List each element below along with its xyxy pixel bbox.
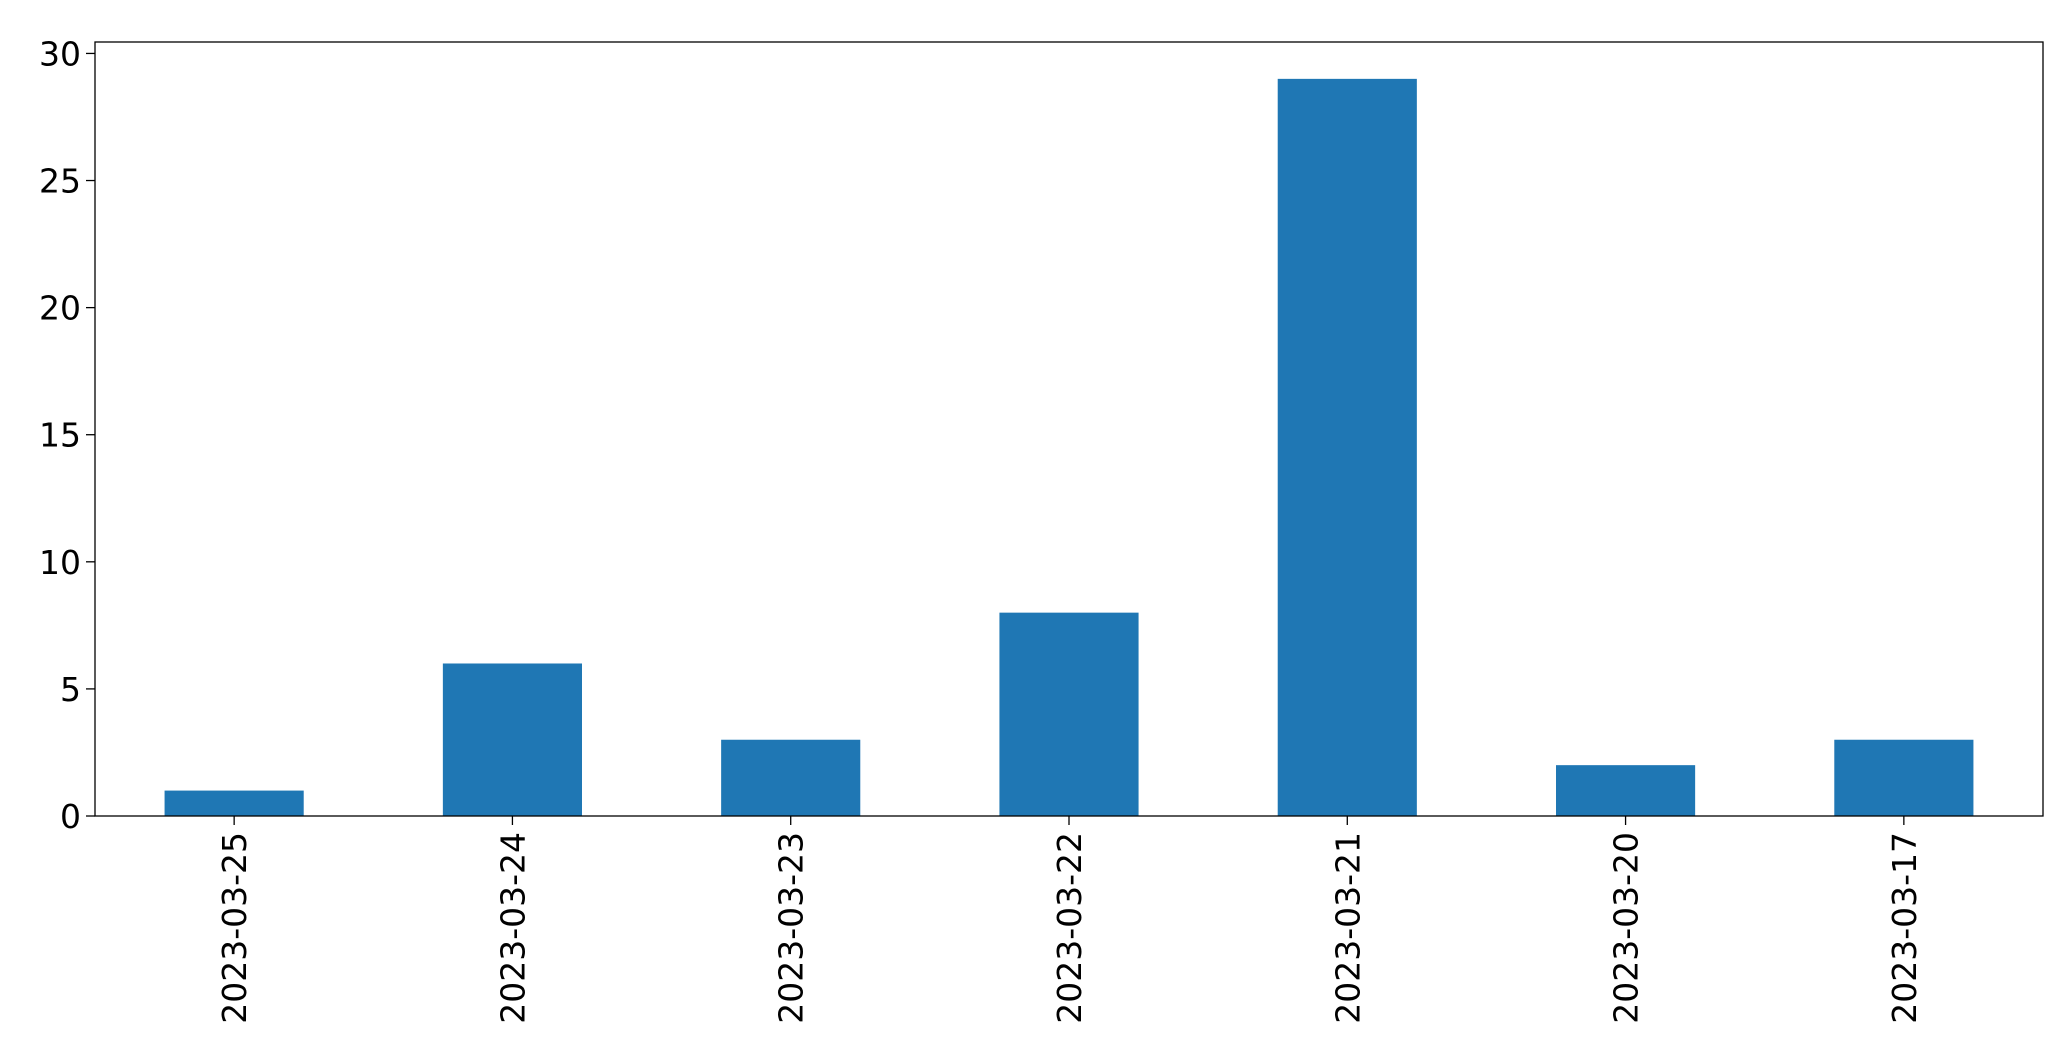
bar-2023-03-22 — [999, 612, 1139, 816]
bars-group — [164, 78, 1974, 817]
x-tick-label: 2023-03-17 — [1885, 832, 1924, 1024]
bar-2023-03-20 — [1556, 765, 1696, 816]
y-tick-label: 20 — [39, 289, 81, 328]
x-tick-label: 2023-03-24 — [493, 832, 532, 1024]
bar-2023-03-21 — [1277, 78, 1417, 817]
y-tick-label: 5 — [60, 670, 81, 709]
y-tick-label: 0 — [60, 797, 81, 836]
bar-2023-03-24 — [442, 663, 582, 816]
x-tick-label: 2023-03-22 — [1050, 832, 1089, 1024]
x-tick-label: 2023-03-20 — [1607, 832, 1646, 1024]
bar-2023-03-23 — [721, 739, 861, 816]
x-tick-label: 2023-03-23 — [772, 832, 811, 1024]
y-tick-label: 25 — [39, 162, 81, 201]
bar-2023-03-25 — [164, 790, 304, 816]
x-tick-label: 2023-03-25 — [215, 832, 254, 1024]
y-tick-label: 15 — [39, 416, 81, 455]
x-axis: 2023-03-25 2023-03-24 2023-03-23 2023-03-22… — [215, 816, 1924, 1024]
y-tick-label: 30 — [39, 34, 81, 73]
y-axis: 0 5 10 15 20 25 30 — [39, 34, 95, 836]
x-tick-label: 2023-03-21 — [1328, 832, 1367, 1024]
bar-2023-03-17 — [1834, 739, 1974, 816]
y-tick-label: 10 — [39, 543, 81, 582]
axes-frame — [94, 41, 2044, 817]
